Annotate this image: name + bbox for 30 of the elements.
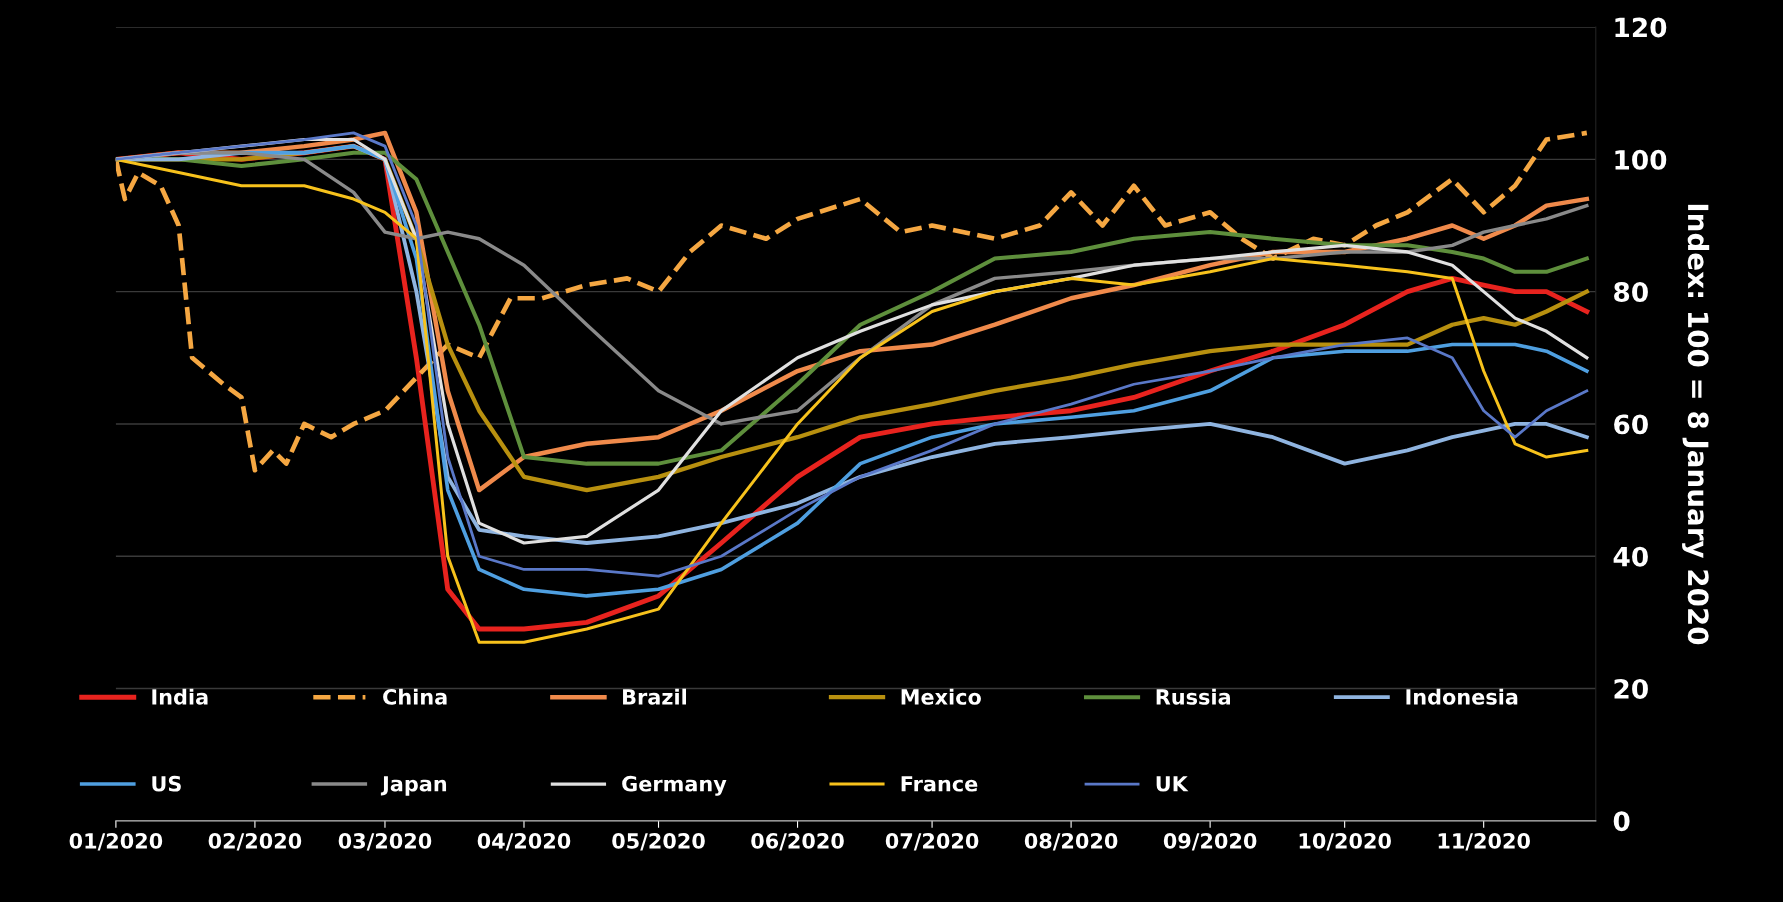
legend-label: Japan [380, 776, 447, 796]
legend-label: India [152, 688, 208, 705]
legend-label: Brazil [623, 688, 686, 705]
y-tick-label: 20 [1614, 678, 1648, 699]
legend-label: China [383, 688, 447, 705]
x-tick-label: 05/2020 [612, 832, 705, 851]
legend-label: Mexico [901, 688, 981, 705]
legend-label: Indonesia [1406, 688, 1518, 705]
legend-label: Germany [622, 775, 727, 796]
y-axis-title: Index: 100 = 8 January 2020 [1682, 204, 1710, 645]
y-tick-label: 60 [1614, 414, 1648, 435]
y-tick-label: 80 [1614, 282, 1648, 303]
x-tick-label: 09/2020 [1163, 832, 1257, 851]
legend-label: France [901, 776, 978, 792]
y-tick-label: 120 [1615, 17, 1667, 38]
x-tick-label: 04/2020 [477, 832, 571, 851]
x-tick-label: 02/2020 [208, 832, 302, 851]
x-tick-label: 10/2020 [1299, 832, 1391, 851]
y-tick-label: 40 [1613, 546, 1648, 567]
legend-label: UK [1156, 776, 1189, 792]
x-tick-label: 08/2020 [1024, 832, 1118, 851]
x-tick-label: 03/2020 [338, 832, 432, 851]
x-tick-label: 07/2020 [885, 832, 979, 851]
x-tick-label: 11/2020 [1438, 832, 1530, 851]
legend-label: Russia [1156, 688, 1230, 705]
y-tick-label: 0 [1613, 811, 1630, 832]
x-tick-label: 01/2020 [69, 832, 163, 851]
legend-label: US [152, 775, 181, 792]
y-tick-label: 100 [1615, 149, 1667, 170]
x-tick-label: 06/2020 [751, 832, 844, 851]
